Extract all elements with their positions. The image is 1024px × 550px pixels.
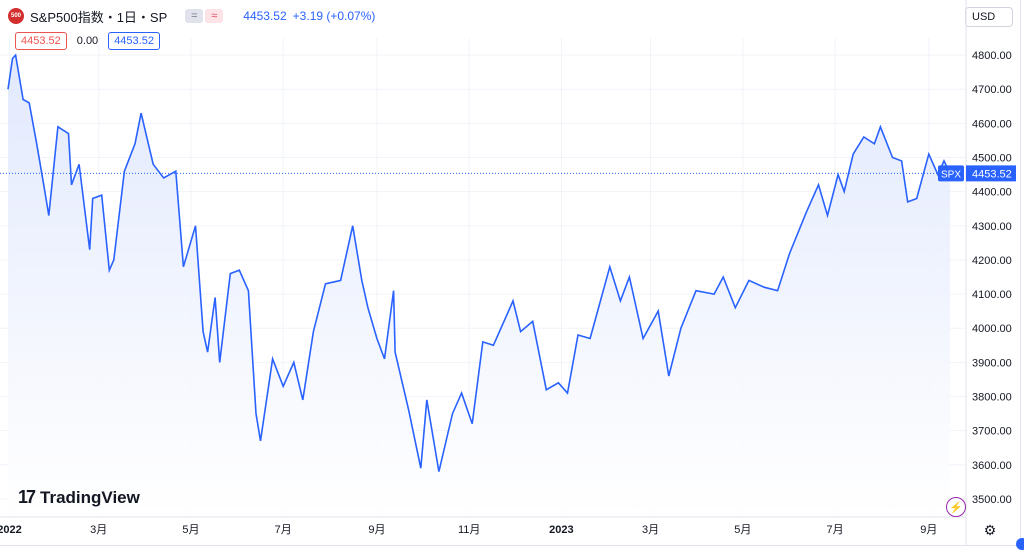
- y-tick-label: 3700.00: [972, 426, 1012, 438]
- y-tick-label: 4200.00: [972, 255, 1012, 267]
- x-tick-label: 2023: [549, 524, 573, 536]
- x-tick-label: 9月: [920, 524, 937, 536]
- y-tick-label: 4800.00: [972, 50, 1012, 62]
- price-line: [7, 53, 951, 472]
- y-tick-label: 4400.00: [972, 187, 1012, 199]
- bid-ask-row: 4453.52 0.00 4453.52: [15, 32, 160, 50]
- y-tick-label: 3600.00: [972, 460, 1012, 472]
- x-tick-label: 9月: [368, 524, 385, 536]
- lightning-icon[interactable]: ⚡: [946, 497, 966, 517]
- tradingview-mark-icon: 17: [18, 487, 36, 507]
- symbol-tag-label: SPX: [941, 169, 961, 180]
- last-price-tag-label: 4453.52: [972, 168, 1012, 180]
- ask-box[interactable]: 4453.52: [108, 32, 160, 50]
- x-tick-label: 2022: [0, 524, 22, 536]
- equals-icon[interactable]: =: [185, 9, 204, 23]
- chart-header: 500 S&P500指数・1日・SP = ≈ 4453.52 +3.19 (+0.…: [8, 6, 375, 26]
- tradingview-wordmark: TradingView: [40, 487, 140, 507]
- price-area-fill: [8, 55, 950, 516]
- last-price: 4453.52: [243, 9, 287, 23]
- y-tick-label: 3500.00: [972, 494, 1012, 506]
- y-tick-label: 3900.00: [972, 357, 1012, 369]
- x-tick-label: 7月: [827, 524, 844, 536]
- symbol-logo-icon: 500: [8, 8, 24, 24]
- chart-mode-pill[interactable]: = ≈: [185, 9, 224, 23]
- y-tick-label: 4700.00: [972, 84, 1012, 96]
- x-tick-label: 5月: [734, 524, 751, 536]
- bid-box[interactable]: 4453.52: [15, 32, 67, 50]
- approx-icon[interactable]: ≈: [205, 9, 224, 23]
- last-price-tag: [966, 165, 1016, 182]
- x-tick-label: 3月: [642, 524, 659, 536]
- scroll-indicator[interactable]: [1016, 538, 1024, 550]
- y-tick-label: 4500.00: [972, 153, 1012, 165]
- last-quote: 4453.52 +3.19 (+0.07%): [243, 9, 375, 23]
- y-tick-label: 4000.00: [972, 323, 1012, 335]
- y-tick-label: 4600.00: [972, 118, 1012, 130]
- x-tick-label: 7月: [275, 524, 292, 536]
- spread-value: 0.00: [76, 35, 99, 47]
- x-tick-label: 5月: [182, 524, 199, 536]
- price-change: +3.19 (+0.07%): [292, 9, 376, 23]
- tradingview-logo[interactable]: 17 TradingView: [18, 487, 140, 508]
- x-tick-label: 11月: [458, 524, 480, 536]
- y-tick-label: 4300.00: [972, 221, 1012, 233]
- y-tick-label: 3800.00: [972, 392, 1012, 404]
- x-tick-label: 3月: [90, 524, 107, 536]
- symbol-tag: [938, 165, 964, 182]
- y-tick-label: 4100.00: [972, 289, 1012, 301]
- symbol-title[interactable]: S&P500指数・1日・SP: [30, 9, 168, 25]
- gear-icon[interactable]: ⚙: [983, 521, 997, 538]
